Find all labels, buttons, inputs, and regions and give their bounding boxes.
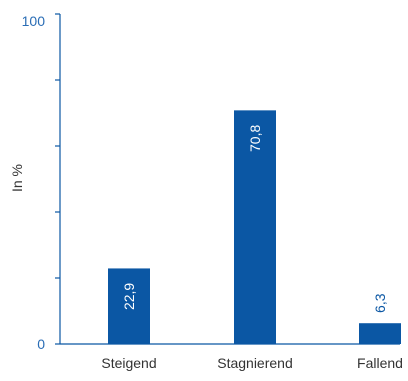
y-tick-label: 0	[37, 336, 45, 352]
bar-stagnierend	[234, 110, 276, 344]
bar-value-label: 6,3	[372, 293, 388, 313]
y-tick-label: 100	[22, 13, 46, 29]
axes	[55, 13, 400, 345]
bar-value-label: 22,9	[121, 283, 137, 310]
x-category-label: Fallend	[357, 355, 403, 371]
bar-value-label: 70,8	[247, 125, 263, 152]
x-category-label: Stagnierend	[217, 355, 293, 371]
labels: 0 100 22,9 Steigend 70,8 Stagnierend 6,3 Fallen…	[22, 13, 403, 371]
bar-fallend	[359, 323, 401, 344]
y-axis-label: In %	[9, 164, 25, 192]
bar-steigend	[108, 268, 150, 344]
bars	[108, 110, 401, 344]
x-category-label: Steigend	[101, 355, 156, 371]
